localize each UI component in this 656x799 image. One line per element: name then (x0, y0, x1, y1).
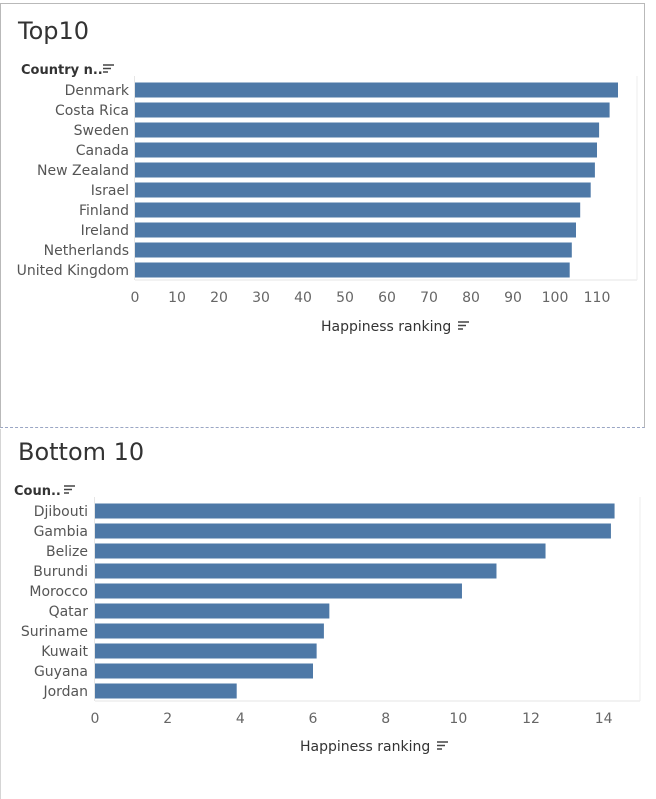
x-tick-label: 12 (522, 711, 540, 727)
bar[interactable] (95, 523, 611, 539)
bar[interactable] (95, 643, 317, 659)
category-label: Sweden (74, 123, 129, 139)
x-tick-label: 10 (168, 290, 186, 306)
bar[interactable] (95, 683, 237, 699)
x-tick-label: 4 (236, 711, 245, 727)
x-tick-label: 60 (378, 290, 396, 306)
bottom10-title: Bottom 10 (18, 438, 145, 466)
x-axis-title[interactable]: Happiness ranking (300, 739, 430, 755)
category-label: Ireland (81, 223, 129, 239)
category-label: Israel (91, 183, 129, 199)
x-tick-label: 14 (595, 711, 613, 727)
category-label: Jordan (42, 684, 88, 700)
x-tick-label: 50 (336, 290, 354, 306)
country-header[interactable]: Coun.. (14, 484, 61, 499)
top10-panel: Top10 Country n.. Denmark Costa Rica Sweden… (0, 3, 645, 428)
bar[interactable] (95, 663, 313, 679)
x-tick-label: 0 (131, 290, 140, 306)
bar[interactable] (135, 202, 581, 218)
bar[interactable] (95, 603, 330, 619)
x-tick-label: 30 (252, 290, 270, 306)
x-tick-label: 6 (309, 711, 318, 727)
bottom10-bar-chart: Coun.. Djibouti Gambia Belize Burundi Morocco… (14, 484, 641, 755)
category-label: Morocco (29, 584, 88, 600)
category-label: United Kingdom (17, 263, 129, 279)
happiness-sort-icon[interactable] (458, 321, 469, 330)
category-label: Burundi (33, 564, 88, 580)
top10-bar-chart: Country n.. Denmark Costa Rica Sweden Canada… (17, 63, 638, 335)
category-label: Costa Rica (55, 103, 129, 119)
category-label: Guyana (34, 664, 88, 680)
x-tick-label: 90 (504, 290, 522, 306)
top10-title: Top10 (18, 17, 90, 45)
x-tick-label: 2 (163, 711, 172, 727)
x-tick-label: 0 (91, 711, 100, 727)
category-label: Denmark (65, 83, 130, 99)
bar[interactable] (95, 563, 497, 579)
bar[interactable] (135, 82, 618, 98)
category-label: Belize (46, 544, 88, 560)
country-header[interactable]: Country n.. (21, 63, 103, 78)
category-label: Gambia (34, 524, 88, 540)
x-tick-label: 20 (210, 290, 228, 306)
category-label: Djibouti (34, 504, 88, 520)
bar[interactable] (95, 543, 546, 559)
bar[interactable] (135, 262, 570, 278)
bar[interactable] (135, 102, 610, 118)
category-label: Qatar (49, 604, 89, 620)
x-tick-label: 110 (584, 290, 611, 306)
category-label: Suriname (21, 624, 88, 640)
x-tick-label: 40 (294, 290, 312, 306)
bar[interactable] (135, 122, 600, 138)
bar[interactable] (95, 583, 462, 599)
bar[interactable] (135, 182, 591, 198)
category-label: Kuwait (41, 644, 88, 660)
bar[interactable] (95, 503, 615, 519)
category-label: Netherlands (44, 243, 129, 259)
country-sort-icon[interactable] (64, 485, 75, 494)
x-tick-label: 80 (462, 290, 480, 306)
bar[interactable] (135, 222, 576, 238)
bar[interactable] (135, 142, 597, 158)
bar[interactable] (135, 162, 595, 178)
bar[interactable] (95, 623, 324, 639)
bottom10-panel: Bottom 10 Coun.. Djibouti Gambia Belize Buru… (0, 429, 656, 799)
x-tick-label: 8 (381, 711, 390, 727)
x-axis-title[interactable]: Happiness ranking (321, 319, 451, 335)
x-tick-label: 100 (542, 290, 569, 306)
bar[interactable] (135, 242, 572, 258)
category-label: Canada (76, 143, 129, 159)
x-tick-label: 10 (449, 711, 467, 727)
category-label: Finland (79, 203, 129, 219)
happiness-sort-icon[interactable] (437, 741, 448, 750)
country-sort-icon[interactable] (103, 64, 114, 73)
category-label: New Zealand (37, 163, 129, 179)
x-tick-label: 70 (420, 290, 438, 306)
